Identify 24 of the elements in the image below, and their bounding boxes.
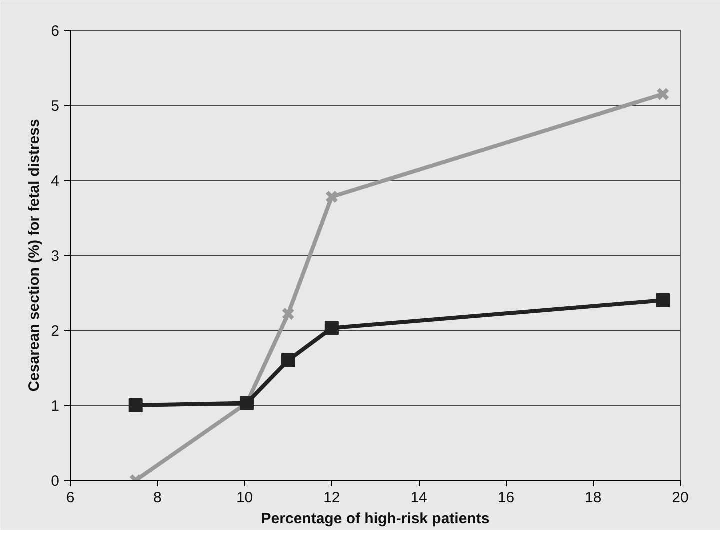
point (656, 88, 670, 101)
x-tick-label: 18 (585, 490, 602, 506)
y-tick-label: 4 (51, 173, 60, 190)
y-tick-label: 3 (51, 248, 60, 265)
point (281, 354, 296, 368)
y-tick-label: 1 (51, 398, 60, 415)
point (325, 190, 339, 204)
x-tick-label: 20 (672, 490, 689, 506)
x-tick-label: 10 (236, 490, 254, 506)
y-tick-label: 5 (51, 98, 60, 115)
y-axis-title: Cesarean section (%) for fetal distress (26, 119, 44, 392)
point (282, 307, 295, 321)
y-tick-label: 0 (51, 473, 60, 490)
x-tick-label: 8 (153, 490, 162, 506)
x-axis-title: Percentage of high-risk patients (261, 510, 490, 528)
point (656, 294, 670, 308)
point (128, 398, 143, 412)
x-tick-label: 12 (324, 490, 340, 506)
y-tick-label: 2 (51, 323, 60, 340)
point (324, 321, 339, 336)
x-tick-label: 16 (498, 490, 515, 506)
y-tick-label: 6 (51, 23, 60, 40)
x-tick-label: 6 (66, 490, 75, 506)
x-tick-label: 14 (410, 490, 428, 506)
